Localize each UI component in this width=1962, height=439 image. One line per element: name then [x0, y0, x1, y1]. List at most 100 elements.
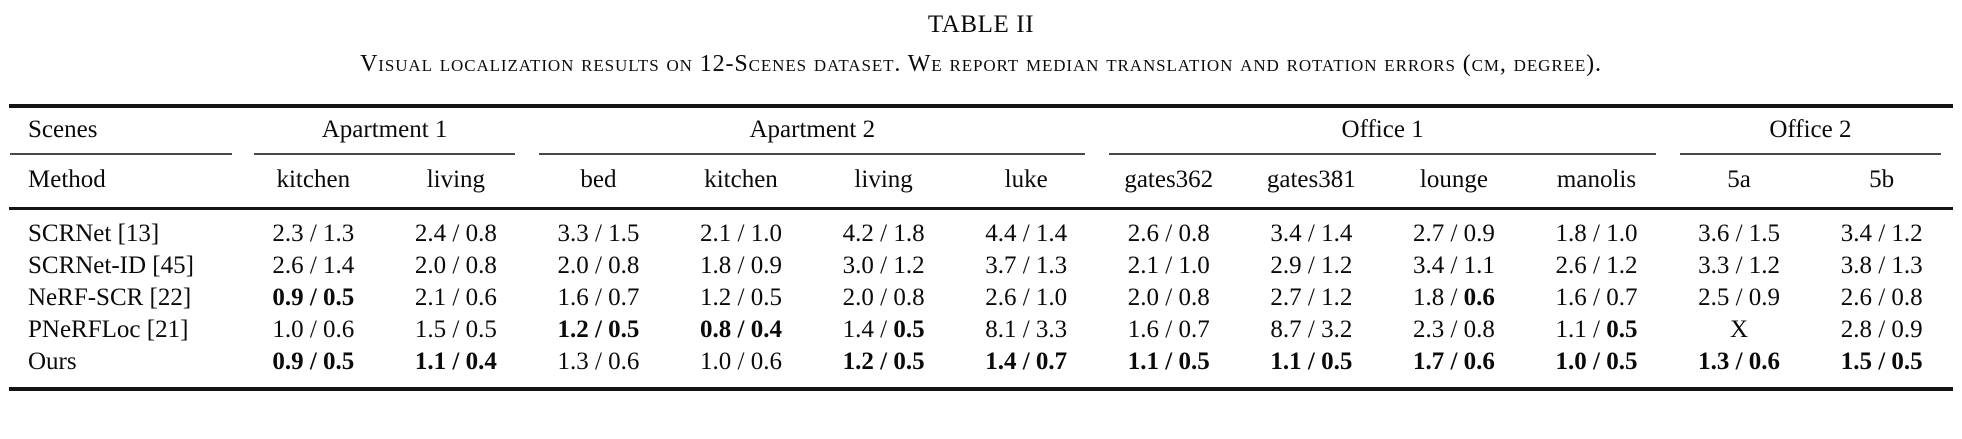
- value-cell: 2.5 / 0.9: [1698, 284, 1781, 311]
- results-table: Scenes Apartment 1 Apartment 2 Office 1 …: [9, 104, 1953, 391]
- value-cell: 1.4 / 0.5: [842, 316, 925, 343]
- value-cell: 3.6 / 1.5: [1698, 220, 1781, 247]
- value-cell: 2.3 / 0.8: [1412, 316, 1495, 343]
- value-cell: 1.0 / 0.6: [700, 348, 782, 375]
- table-body: SCRNet [13] 2.3 / 1.3 2.4 / 0.8 3.3 / 1.5 2.…: [9, 209, 1953, 390]
- group-header-office-2: Office 2: [1668, 106, 1953, 155]
- value-cell: 1.0 / 0.6: [272, 316, 355, 343]
- scene-column-header: living: [384, 155, 528, 210]
- value-cell: 2.6 / 1.0: [985, 284, 1068, 311]
- value-cell: 3.0 / 1.2: [842, 252, 925, 279]
- value-cell: 4.4 / 1.4: [985, 220, 1068, 247]
- group-label: Apartment 2: [539, 108, 1086, 155]
- value-cell: 8.1 / 3.3: [985, 316, 1068, 343]
- value-cell: 2.4 / 0.8: [414, 220, 497, 247]
- value-cell: 2.6 / 0.8: [1840, 284, 1923, 311]
- value-cell: 1.1 / 0.5: [1127, 348, 1210, 375]
- scene-column-header: gates381: [1240, 155, 1383, 210]
- group-header-apartment-1: Apartment 1: [242, 106, 527, 155]
- scene-column-header: luke: [954, 155, 1098, 210]
- value-cell: 3.4 / 1.2: [1840, 220, 1923, 247]
- value-cell: 1.0 / 0.5: [1555, 348, 1638, 375]
- value-cell: 0.8 / 0.4: [700, 316, 782, 343]
- value-cell: 1.7 / 0.6: [1412, 348, 1495, 375]
- scene-column-header: gates362: [1097, 155, 1241, 210]
- group-header-office-1: Office 1: [1097, 106, 1667, 155]
- value-cell: 3.8 / 1.3: [1840, 252, 1923, 279]
- value-cell: 1.2 / 0.5: [700, 284, 782, 311]
- group-header-row: Scenes Apartment 1 Apartment 2 Office 1 …: [9, 106, 1953, 155]
- value-cell: 4.2 / 1.8: [842, 220, 925, 247]
- table-caption: Visual localization results on 12-Scenes…: [360, 51, 1602, 77]
- table-title: TABLE II: [927, 11, 1035, 38]
- value-cell: 1.6 / 0.7: [1127, 316, 1210, 343]
- value-cell: 2.9 / 1.2: [1270, 252, 1353, 279]
- value-cell: 1.4 / 0.7: [985, 348, 1068, 375]
- group-label: Apartment 1: [254, 108, 516, 155]
- method-cell: PNeRFLoc [21]: [28, 316, 189, 343]
- method-cell: Ours: [28, 348, 77, 375]
- scene-column-header: kitchen: [669, 155, 813, 210]
- value-cell: 1.3 / 0.6: [1698, 348, 1781, 375]
- value-cell: 3.7 / 1.3: [985, 252, 1068, 279]
- value-cell: 1.8 / 1.0: [1555, 220, 1638, 247]
- value-cell: 1.8 / 0.9: [700, 252, 782, 279]
- value-cell: 2.0 / 0.8: [557, 252, 640, 279]
- value-cell: 2.1 / 0.6: [414, 284, 497, 311]
- value-cell: 1.5 / 0.5: [414, 316, 497, 343]
- value-cell: 2.0 / 0.8: [842, 284, 925, 311]
- value-cell: 3.3 / 1.5: [557, 220, 640, 247]
- value-cell: 3.4 / 1.1: [1412, 252, 1495, 279]
- value-cell: X: [1730, 316, 1749, 343]
- value-cell: 3.3 / 1.2: [1698, 252, 1781, 279]
- method-cell: NeRF-SCR [22]: [28, 284, 192, 311]
- value-cell: 0.9 / 0.5: [272, 284, 355, 311]
- value-cell: 0.9 / 0.5: [272, 348, 355, 375]
- group-label: Office 2: [1679, 108, 1941, 155]
- value-cell: 1.2 / 0.5: [557, 316, 640, 343]
- scene-column-header: bed: [527, 155, 670, 210]
- value-cell: 1.1 / 0.5: [1555, 316, 1638, 343]
- value-cell: 2.3 / 1.3: [272, 220, 355, 247]
- table-row: SCRNet-ID [45] 2.6 / 1.4 2.0 / 0.8 2.0 / 0.…: [9, 250, 1953, 282]
- value-cell: 1.6 / 0.7: [557, 284, 640, 311]
- group-header-apartment-2: Apartment 2: [527, 106, 1097, 155]
- value-cell: 2.6 / 1.4: [272, 252, 355, 279]
- value-cell: 1.6 / 0.7: [1555, 284, 1638, 311]
- scene-column-header: living: [812, 155, 955, 210]
- value-cell: 2.0 / 0.8: [414, 252, 497, 279]
- value-cell: 2.1 / 1.0: [1127, 252, 1210, 279]
- method-cell: SCRNet [13]: [28, 220, 160, 247]
- scene-column-header: 5a: [1667, 155, 1811, 210]
- method-column-header: Method: [9, 155, 242, 210]
- value-cell: 1.3 / 0.6: [557, 348, 640, 375]
- value-cell: 1.8 / 0.6: [1412, 284, 1495, 311]
- value-cell: 2.7 / 1.2: [1270, 284, 1353, 311]
- table-row: PNeRFLoc [21] 1.0 / 0.6 1.5 / 0.5 1.2 / 0.5…: [9, 314, 1953, 346]
- value-cell: 1.1 / 0.5: [1270, 348, 1353, 375]
- group-label: Office 1: [1109, 108, 1656, 155]
- scene-column-header: kitchen: [242, 155, 385, 210]
- value-cell: 2.6 / 0.8: [1127, 220, 1210, 247]
- scenes-header-cell: Scenes: [9, 106, 242, 155]
- scene-header-row: Method kitchen living bed kitchen living…: [9, 155, 1953, 210]
- method-cell: SCRNet-ID [45]: [28, 252, 194, 279]
- value-cell: 8.7 / 3.2: [1270, 316, 1353, 343]
- value-cell: 2.6 / 1.2: [1555, 252, 1638, 279]
- scene-column-header: 5b: [1810, 155, 1953, 210]
- value-cell: 1.5 / 0.5: [1840, 348, 1923, 375]
- value-cell: 2.8 / 0.9: [1840, 316, 1923, 343]
- value-cell: 2.1 / 1.0: [700, 220, 782, 247]
- value-cell: 1.2 / 0.5: [842, 348, 925, 375]
- value-cell: 2.7 / 0.9: [1412, 220, 1495, 247]
- table-row: NeRF-SCR [22] 0.9 / 0.5 2.1 / 0.6 1.6 / 0.7…: [9, 282, 1953, 314]
- scene-column-header: manolis: [1525, 155, 1668, 210]
- table-row: SCRNet [13] 2.3 / 1.3 2.4 / 0.8 3.3 / 1.5 2.…: [9, 209, 1953, 251]
- scenes-label: Scenes: [10, 108, 232, 155]
- value-cell: 3.4 / 1.4: [1270, 220, 1353, 247]
- table-row: Ours 0.9 / 0.5 1.1 / 0.4 1.3 / 0.6 1.0 / 0.6…: [9, 346, 1953, 389]
- value-cell: 2.0 / 0.8: [1127, 284, 1210, 311]
- scene-column-header: lounge: [1382, 155, 1526, 210]
- value-cell: 1.1 / 0.4: [414, 348, 497, 375]
